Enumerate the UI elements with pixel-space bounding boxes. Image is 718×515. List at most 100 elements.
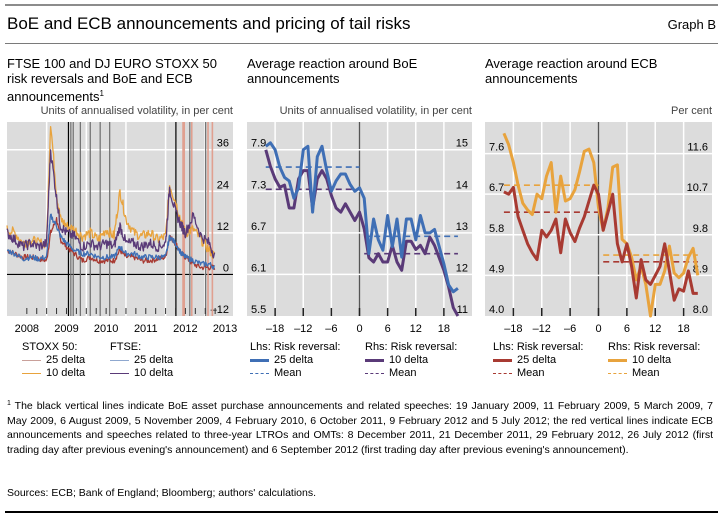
- legend-group-stoxx: STOXX 50: 25 delta 10 delta: [22, 341, 110, 380]
- legend-label: Mean: [632, 367, 660, 379]
- legend-swatch: [110, 360, 129, 361]
- panel2-series-25-delta-lhs: [264, 141, 459, 294]
- panel1-series-ftse-25-delta: [7, 213, 216, 270]
- legend-swatch: [608, 359, 627, 362]
- panel3-ytick-left: 4.9: [489, 263, 504, 275]
- legend-label: 25 delta: [517, 354, 557, 366]
- legend-group-header: Lhs: Risk reversal:: [493, 341, 584, 353]
- panel2-ytick-right: 11: [457, 304, 468, 316]
- legend-group-header: Lhs: Risk reversal:: [250, 341, 341, 353]
- panel1-xtick-label: 2012: [173, 323, 197, 335]
- panel3-series-25-delta-lhs: [503, 183, 698, 302]
- legend-item: 25 delta: [110, 354, 173, 367]
- panel1-xtick-label: 2010: [94, 323, 118, 335]
- panel3-xtick-label: 0: [595, 323, 601, 335]
- legend-label: Mean: [389, 367, 417, 379]
- legend-group-ftse: FTSE: 25 delta 10 delta: [110, 341, 173, 380]
- panel2-ytick-right: 15: [456, 138, 468, 150]
- legend-swatch: [22, 373, 41, 374]
- legend-label: Mean: [517, 367, 545, 379]
- legend-group-rhs: Rhs: Risk reversal: 10 delta Mean: [365, 341, 457, 380]
- panel1-legend: STOXX 50: 25 delta 10 delta FTSE: 25 del…: [22, 341, 173, 380]
- panel2-unit-label: Units of annualised volatility, in per c…: [279, 105, 472, 117]
- panel3-xtick-label: –12: [533, 323, 551, 335]
- legend-label: 10 delta: [632, 354, 672, 366]
- panel2-ytick-left: 6.1: [251, 262, 266, 274]
- legend-label: 10 delta: [134, 367, 174, 379]
- legend-group-lhs: Lhs: Risk reversal: 25 delta Mean: [493, 341, 608, 380]
- legend-item: Mean: [365, 367, 457, 380]
- footnote-marker: 1: [7, 400, 11, 407]
- legend-swatch: [110, 373, 129, 374]
- legend-item: 10 delta: [110, 367, 173, 380]
- title-rule: [5, 43, 718, 44]
- legend-label: Mean: [274, 367, 302, 379]
- panel2-xtick-label: –12: [294, 323, 312, 335]
- panel1-xtick-label: 2008: [15, 323, 39, 335]
- panel3-ytick-right: 9.8: [693, 223, 708, 235]
- panel3-legend: Lhs: Risk reversal: 25 delta Mean Rhs: R…: [493, 341, 700, 380]
- legend-item: 10 delta: [608, 354, 700, 367]
- legend-item: Mean: [493, 367, 608, 380]
- panel2-ytick-right: 12: [456, 262, 468, 274]
- legend-swatch: [493, 359, 512, 362]
- panel2-ytick-right: 14: [456, 179, 468, 191]
- panel2-ytick-left: 5.5: [251, 304, 266, 316]
- panel1-unit-label: Units of annualised volatility, in per c…: [40, 105, 233, 117]
- bottom-rule: [5, 511, 718, 513]
- legend-group-header: FTSE:: [110, 341, 142, 353]
- legend-group-header: STOXX 50:: [22, 341, 78, 353]
- panel3-ytick-right: 11.6: [687, 142, 708, 154]
- panel1-title: FTSE 100 and DJ EURO STOXX 50 risk rever…: [7, 56, 237, 104]
- panel1-xtick-label: 2009: [54, 323, 78, 335]
- panel1-xtick-label: 2011: [134, 323, 158, 335]
- panel1-ytick-label: 12: [217, 221, 229, 233]
- legend-label: 25 delta: [274, 354, 314, 366]
- legend-item: 25 delta: [22, 354, 110, 367]
- legend-swatch: [22, 360, 41, 361]
- panel3-xtick-label: 18: [678, 323, 690, 335]
- legend-swatch: [365, 373, 384, 374]
- panel2-xtick-label: –18: [266, 323, 284, 335]
- graph-label: Graph B: [667, 17, 716, 32]
- panel2-ytick-right: 13: [456, 221, 468, 233]
- panel3-xtick-label: 12: [649, 323, 661, 335]
- footnote-text: The black vertical lines indicate BoE as…: [7, 400, 713, 456]
- legend-group-lhs: Lhs: Risk reversal: 25 delta Mean: [250, 341, 365, 380]
- panel3-ytick-right: 8.0: [693, 304, 708, 316]
- panel2-xtick-label: 18: [438, 323, 450, 335]
- legend-item: Mean: [250, 367, 365, 380]
- panel3-xtick-label: 6: [624, 323, 630, 335]
- legend-item: Mean: [608, 367, 700, 380]
- legend-swatch: [608, 373, 627, 374]
- panel2-legend: Lhs: Risk reversal: 25 delta Mean Rhs: R…: [250, 341, 457, 380]
- legend-swatch: [365, 359, 384, 362]
- figure-title: BoE and ECB announcements and pricing of…: [7, 14, 411, 33]
- panel1-xtick-label: 2013: [213, 323, 237, 335]
- panel2-title: Average reaction around BoE announcement…: [247, 56, 418, 86]
- legend-label: 10 delta: [46, 367, 86, 379]
- panel1-ytick-label: –12: [211, 304, 229, 316]
- panel2-xtick-label: 6: [385, 323, 391, 335]
- legend-group-header: Rhs: Risk reversal:: [608, 341, 701, 353]
- panel3-title: Average reaction around ECB announcement…: [485, 56, 658, 86]
- legend-item: 10 delta: [22, 367, 110, 380]
- legend-group-header: Rhs: Risk reversal:: [365, 341, 458, 353]
- legend-item: 10 delta: [365, 354, 457, 367]
- panel3-ytick-left: 4.0: [489, 304, 504, 316]
- legend-group-rhs: Rhs: Risk reversal: 10 delta Mean: [608, 341, 700, 380]
- panel1-ytick-label: 36: [217, 138, 229, 150]
- panel3-ytick-right: 10.7: [687, 182, 708, 194]
- panel3-ytick-left: 5.8: [489, 223, 504, 235]
- legend-label: 25 delta: [134, 354, 174, 366]
- panel1-title-text: FTSE 100 and DJ EURO STOXX 50 risk rever…: [7, 56, 218, 104]
- legend-item: 25 delta: [493, 354, 608, 367]
- panel3-ytick-left: 6.7: [489, 182, 504, 194]
- panel3-xtick-label: –6: [564, 323, 576, 335]
- panel2-xtick-label: 0: [356, 323, 362, 335]
- legend-label: 10 delta: [389, 354, 429, 366]
- panel2-xtick-label: –6: [325, 323, 337, 335]
- panel2-xtick-label: 12: [410, 323, 422, 335]
- legend-swatch: [250, 373, 269, 374]
